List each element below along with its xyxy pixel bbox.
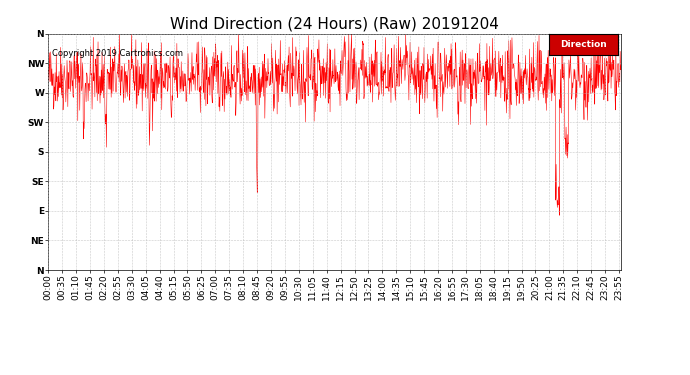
Text: Copyright 2019 Cartronics.com: Copyright 2019 Cartronics.com <box>52 49 183 58</box>
Title: Wind Direction (24 Hours) (Raw) 20191204: Wind Direction (24 Hours) (Raw) 20191204 <box>170 16 499 31</box>
